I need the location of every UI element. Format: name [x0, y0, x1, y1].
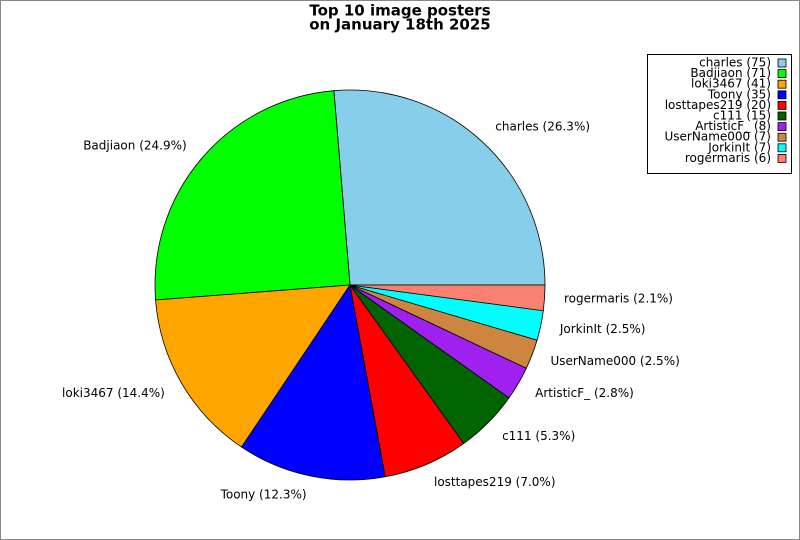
legend-swatch — [777, 79, 787, 89]
legend-label: rogermaris (6) — [685, 151, 771, 165]
slice-label: c111 (5.3%) — [502, 429, 575, 443]
slice-label: rogermaris (2.1%) — [564, 292, 673, 306]
slice-label: Toony (12.3%) — [220, 488, 307, 502]
legend-label: UserName000 (7) — [665, 130, 771, 144]
legend-label: Toony (35) — [707, 87, 771, 101]
chart-title: on January 18th 2025 — [309, 16, 490, 34]
slice-label: ArtisticF_ (2.8%) — [535, 386, 634, 400]
slice-label: charles (26.3%) — [495, 120, 590, 134]
legend-swatch — [777, 111, 787, 121]
legend-swatch — [777, 143, 787, 153]
pie-slice — [349, 284, 546, 312]
slice-label: loki3467 (14.4%) — [62, 386, 165, 400]
legend-swatch — [777, 69, 787, 78]
slice-label: JorkinIt (2.5%) — [559, 322, 646, 336]
chart-title: Top 10 image posters — [309, 2, 490, 20]
legend-swatch — [777, 90, 787, 100]
legend-swatch — [777, 132, 787, 142]
legend-swatch — [777, 122, 787, 131]
legend-label: losttapes219 (20) — [665, 98, 771, 112]
legend-swatch — [777, 58, 787, 68]
pie-slice — [154, 90, 351, 301]
legend-label: loki3467 (41) — [691, 77, 771, 91]
legend-label: c111 (15) — [713, 109, 771, 123]
legend-label: Badjiaon (71) — [690, 66, 771, 80]
slice-label: UserName000 (2.5%) — [550, 354, 679, 368]
legend-box — [647, 54, 792, 174]
legend-swatch — [777, 153, 787, 163]
legend-label: charles (75) — [699, 56, 771, 70]
legend-label: JorkinIt (7) — [707, 140, 771, 154]
legend-swatch — [777, 101, 787, 110]
slice-label: Badjiaon (24.9%) — [83, 138, 186, 152]
pie-slice — [155, 284, 351, 448]
slice-label: losttapes219 (7.0%) — [434, 475, 556, 489]
pie-slice — [333, 89, 546, 286]
pie-slice — [240, 283, 386, 481]
legend-label: ArtisticF_ (8) — [695, 119, 771, 133]
